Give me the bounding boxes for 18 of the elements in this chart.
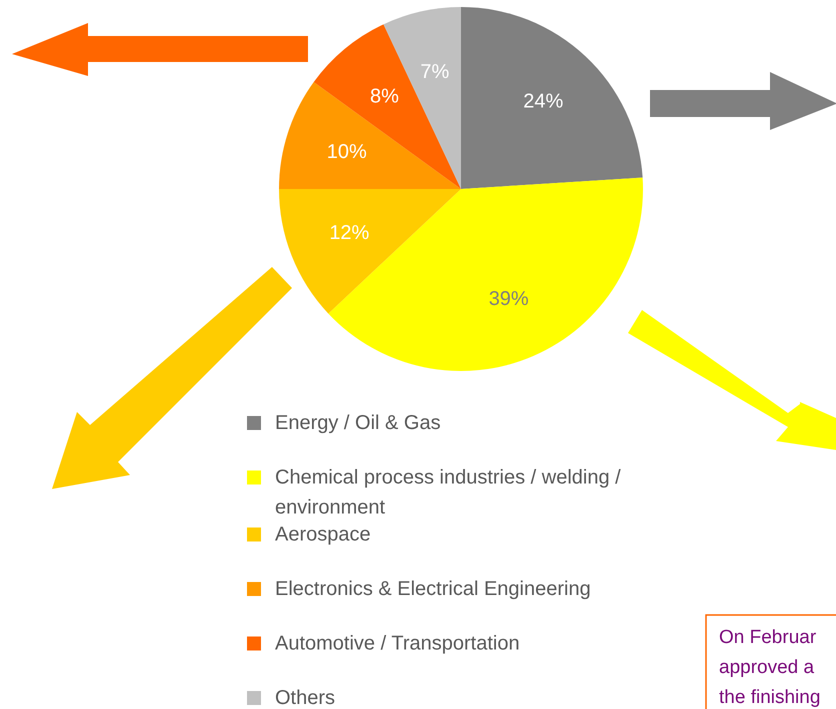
legend-label: Chemical process industries / welding / environment <box>275 466 622 518</box>
pie-slice <box>279 82 461 189</box>
data-label: 7% <box>420 60 450 83</box>
legend-label: Automotive / Transportation <box>275 632 520 654</box>
data-label: 10% <box>326 140 367 163</box>
pie-slice <box>328 178 643 371</box>
data-label: 24% <box>523 90 564 112</box>
legend-label: Electronics & Electrical Engineering <box>275 578 591 600</box>
text: On Februar approved a the finishing <box>719 626 820 708</box>
data-label: 39% <box>488 288 529 310</box>
pie-slice <box>314 24 461 189</box>
legend-label: Others <box>275 687 336 709</box>
data-label: 12% <box>329 222 370 244</box>
legend-label: Energy / Oil & Gas <box>275 412 441 434</box>
legend-label: Aerospace <box>275 524 371 546</box>
pie-slice <box>461 7 643 189</box>
data-label: 8% <box>370 85 400 108</box>
pie-slice <box>279 189 461 314</box>
